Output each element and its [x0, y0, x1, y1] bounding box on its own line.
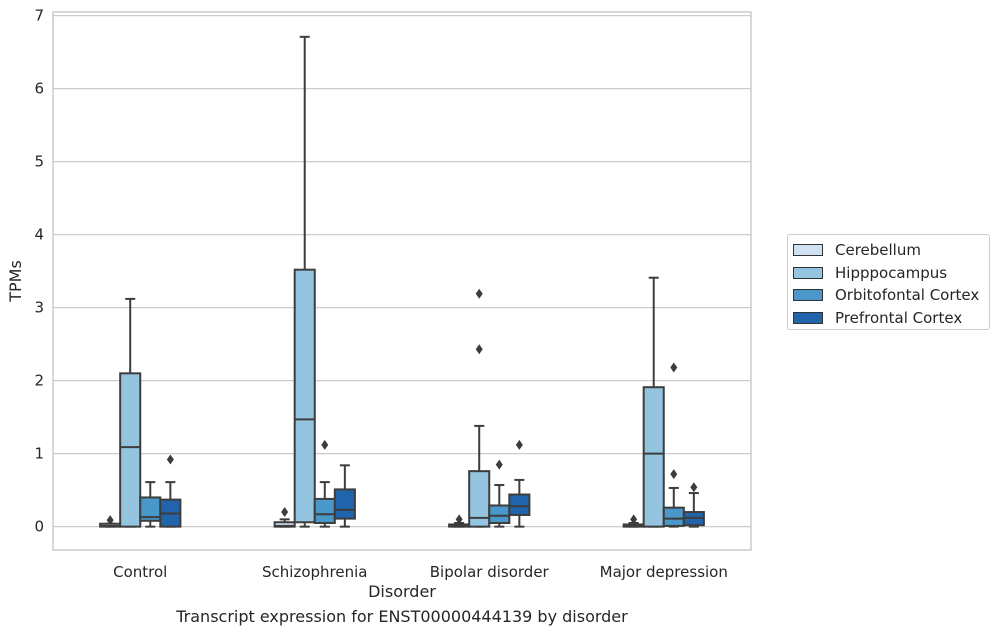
outlier-point	[670, 362, 678, 373]
outlier-point	[281, 507, 289, 518]
outlier-point	[495, 459, 503, 470]
chart-caption: Transcript expression for ENST0000044413…	[176, 607, 628, 626]
legend-label: Orbitofontal Cortex	[835, 286, 980, 305]
box-hipppocampus	[119, 297, 142, 528]
outlier-point	[106, 515, 114, 526]
legend-item: Cerebellum	[788, 239, 989, 262]
box-orbitofontal-cortex	[662, 362, 685, 528]
box-body	[662, 506, 685, 527]
box-body	[293, 268, 316, 524]
legend-swatch	[793, 311, 823, 324]
box-prefrontal-cortex	[159, 454, 182, 528]
legend-item: Prefrontal Cortex	[788, 307, 989, 330]
box-series	[99, 35, 705, 528]
legend-swatch	[793, 266, 823, 279]
outlier-point	[166, 454, 174, 465]
legend: Cerebellum Hipppocampus Orbitofontal Corte…	[787, 234, 990, 330]
box-prefrontal-cortex	[682, 482, 705, 528]
y-tick-label: 7	[34, 7, 44, 25]
x-tick-label: Control	[113, 563, 167, 581]
outlier-point	[690, 482, 698, 493]
x-tick-label: Major depression	[600, 563, 728, 581]
y-tick-label: 2	[34, 372, 44, 390]
x-tick-labels: Control Schizophrenia Bipolar disorder Majo…	[113, 563, 728, 581]
legend-label: Prefrontal Cortex	[835, 308, 963, 327]
box-body	[313, 497, 336, 524]
box-prefrontal-cortex	[508, 439, 531, 528]
box-hipppocampus	[468, 288, 491, 528]
box-body	[468, 470, 491, 528]
y-tick-label: 4	[34, 226, 44, 244]
outlier-point	[475, 288, 483, 299]
box-body	[488, 504, 511, 524]
legend-swatch	[793, 289, 823, 302]
y-tick-label: 3	[34, 299, 44, 317]
outlier-point	[455, 514, 463, 525]
legend-swatch	[793, 244, 823, 257]
legend-item: Hipppocampus	[788, 262, 989, 285]
plot-frame	[52, 11, 752, 551]
y-axis-label: TPMs	[6, 260, 25, 303]
outlier-point	[475, 344, 483, 355]
y-tick-label: 0	[34, 518, 44, 536]
x-tick-label: Bipolar disorder	[430, 563, 550, 581]
box-body	[119, 372, 142, 528]
legend-label: Cerebellum	[835, 241, 921, 260]
x-axis-label: Disorder	[368, 582, 436, 601]
outlier-point	[321, 439, 329, 450]
outlier-point	[630, 514, 638, 525]
box-orbitofontal-cortex	[313, 439, 336, 528]
y-tick-label: 6	[34, 80, 44, 98]
outlier-point	[515, 439, 523, 450]
legend-item: Orbitofontal Cortex	[788, 284, 989, 307]
x-tick-label: Schizophrenia	[262, 563, 367, 581]
box-cerebellum	[622, 514, 645, 528]
box-prefrontal-cortex	[333, 464, 356, 528]
box-body	[642, 386, 665, 528]
y-tick-labels: 0 1 2 3 4 5 6 7	[34, 7, 44, 536]
box-body	[508, 493, 531, 516]
outlier-point	[670, 469, 678, 480]
box-body	[333, 488, 356, 520]
legend-label: Hipppocampus	[835, 263, 948, 282]
y-tick-label: 5	[34, 153, 44, 171]
y-tick-label: 1	[34, 445, 44, 463]
box-cerebellum	[273, 507, 296, 528]
box-hipppocampus	[293, 35, 316, 528]
box-hipppocampus	[642, 276, 665, 528]
